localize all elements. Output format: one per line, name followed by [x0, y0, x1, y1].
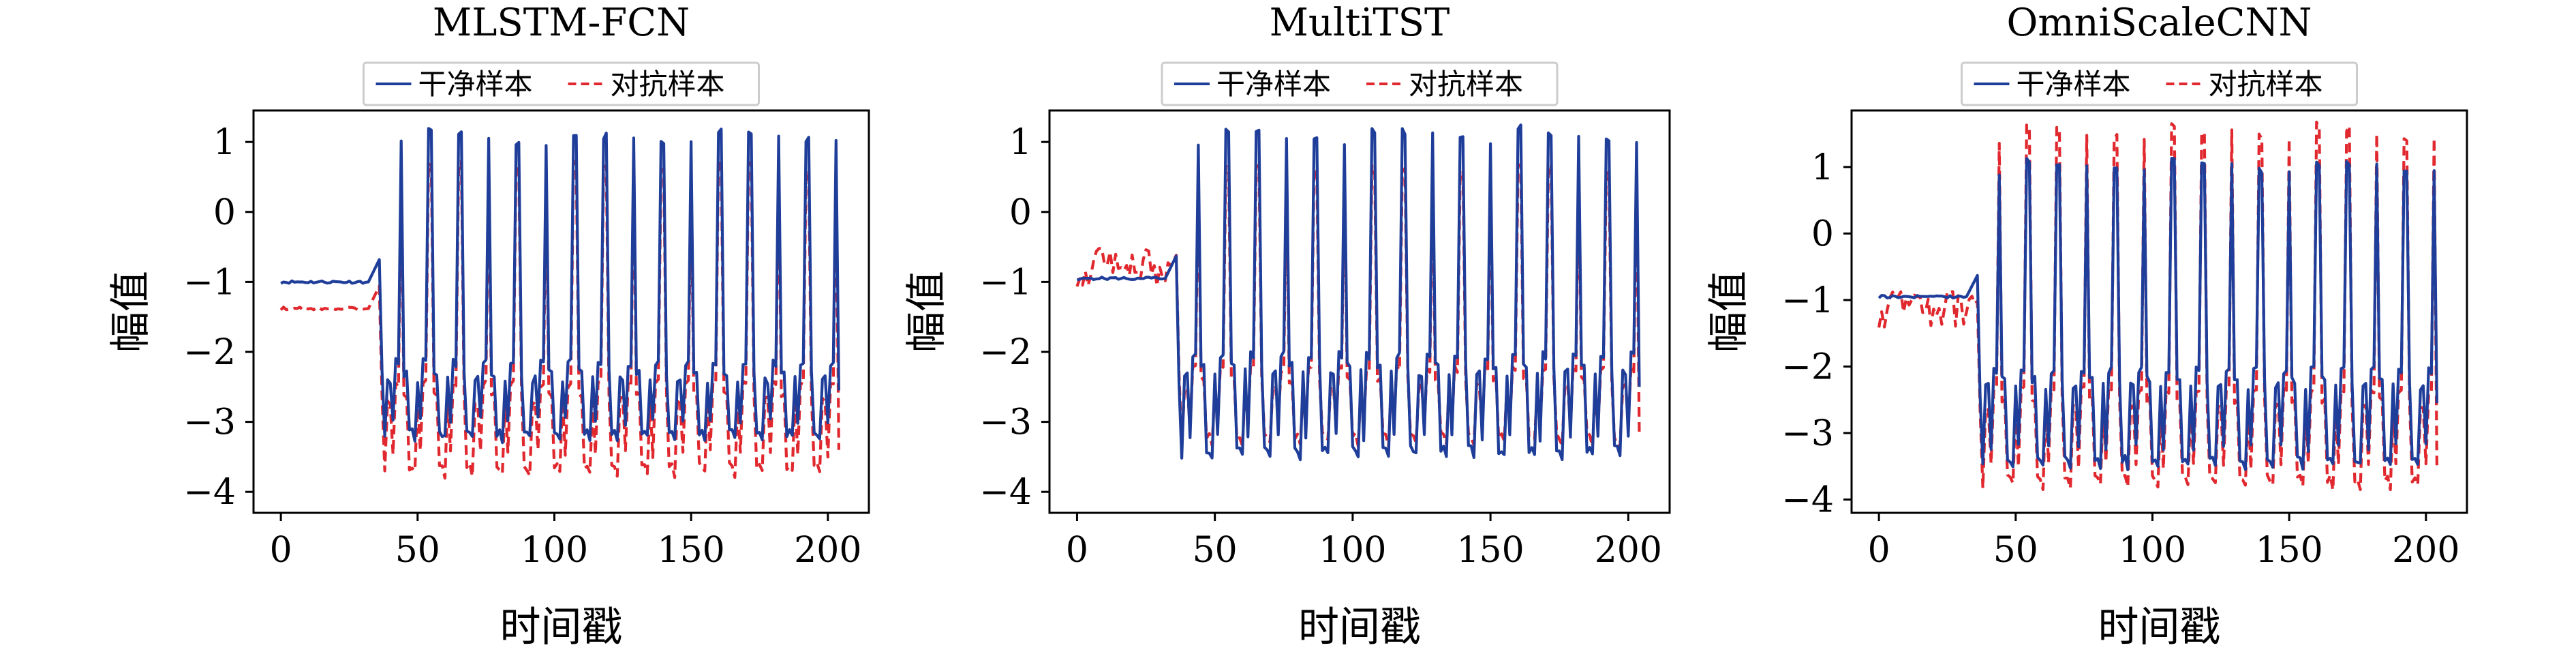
y-tick-label: −3 — [1781, 413, 1834, 454]
chart-panel: MultiTST 0 50 100 150 200 1 0 −1 −2 −3 −4 时间戳 幅值 干净样本 对… — [903, 1, 1671, 651]
chart-title: MLSTM-FCN — [433, 1, 690, 45]
x-tick-label: 100 — [2119, 530, 2186, 571]
y-tick-label: −1 — [183, 262, 236, 303]
clean-series-line — [1877, 157, 2438, 471]
x-tick-label: 100 — [521, 530, 588, 571]
legend-clean-label: 干净样本 — [2017, 68, 2131, 101]
x-tick-label: 100 — [1319, 530, 1386, 571]
y-tick-label: 1 — [1009, 122, 1032, 163]
y-tick-label: 0 — [1009, 192, 1032, 233]
x-tick-label: 150 — [1456, 530, 1524, 571]
x-tick-label: 0 — [270, 530, 292, 571]
legend: 干净样本 对抗样本 — [1161, 61, 1559, 106]
y-axis-label: 幅值 — [1705, 271, 1753, 353]
legend-box — [363, 61, 760, 106]
chart-title: OmniScaleCNN — [2007, 1, 2312, 45]
y-tick-label: −2 — [183, 332, 236, 373]
y-axis-label: 幅值 — [903, 271, 951, 353]
legend-box — [1161, 61, 1559, 106]
legend-clean-label: 干净样本 — [418, 68, 533, 101]
clean-series-line — [280, 127, 840, 445]
x-tick-label: 200 — [794, 530, 861, 571]
legend-box — [1961, 61, 2358, 106]
x-tick-label: 150 — [2256, 530, 2323, 571]
plot-frame — [252, 109, 870, 514]
y-tick-label: −1 — [979, 262, 1032, 303]
x-axis-label: 时间戳 — [2098, 604, 2221, 651]
plot-frame — [1850, 109, 2468, 514]
legend-adversarial-label: 对抗样本 — [1409, 68, 1523, 101]
x-tick-label: 200 — [1595, 530, 1662, 571]
y-tick-label: −2 — [979, 332, 1032, 373]
x-tick-label: 0 — [1066, 530, 1088, 571]
x-tick-label: 50 — [1993, 530, 2038, 571]
y-axis-label: 幅值 — [107, 271, 155, 353]
x-tick-label: 50 — [395, 530, 440, 571]
y-tick-label: 1 — [213, 122, 236, 163]
chart-title: MultiTST — [1270, 1, 1450, 45]
legend-clean-label: 干净样本 — [1216, 68, 1331, 101]
y-tick-label: −4 — [1781, 479, 1834, 520]
x-axis-label: 时间戳 — [500, 604, 623, 651]
x-tick-label: 0 — [1868, 530, 1890, 571]
y-tick-label: 1 — [1811, 147, 1834, 188]
x-tick-label: 150 — [658, 530, 725, 571]
plot-frame — [1048, 109, 1671, 514]
y-tick-label: −4 — [183, 472, 236, 513]
legend: 干净样本 对抗样本 — [1961, 61, 2358, 106]
y-tick-label: −3 — [183, 402, 236, 443]
legend: 干净样本 对抗样本 — [363, 61, 760, 106]
y-tick-label: −2 — [1781, 346, 1834, 387]
y-tick-label: 0 — [1811, 213, 1834, 254]
x-tick-label: 200 — [2392, 530, 2459, 571]
y-tick-label: −1 — [1781, 280, 1834, 321]
x-tick-label: 50 — [1193, 530, 1238, 571]
chart-panel: MLSTM-FCN 0 50 100 150 200 1 0 −1 −2 −3 −4 时间戳 幅值 干净样本… — [107, 1, 870, 651]
y-tick-label: −3 — [979, 402, 1032, 443]
y-tick-label: −4 — [979, 472, 1032, 513]
legend-adversarial-label: 对抗样本 — [611, 68, 725, 101]
y-tick-label: 0 — [213, 192, 236, 233]
clean-series-line — [1076, 123, 1641, 462]
chart-panel: OmniScaleCNN 0 50 100 150 200 1 0 −1 −2 −3 −4 时间戳 幅值 干… — [1705, 1, 2468, 651]
x-axis-label: 时间戳 — [1298, 604, 1421, 651]
adversarial-series-line — [279, 158, 840, 480]
legend-adversarial-label: 对抗样本 — [2209, 68, 2323, 101]
adversarial-series-line — [1877, 120, 2438, 492]
